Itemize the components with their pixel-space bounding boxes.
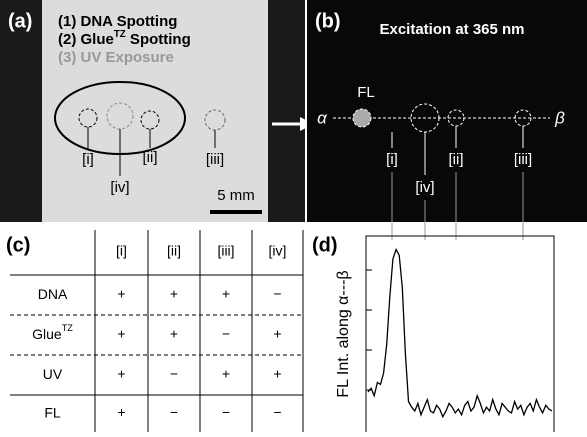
cell: −: [222, 404, 230, 420]
scale-label: 5 mm: [217, 187, 255, 204]
cell: +: [170, 326, 178, 342]
panel-label: (d): [312, 234, 338, 256]
spot-label: [ii]: [449, 151, 464, 168]
cell: +: [222, 366, 230, 382]
spot-label: [iv]: [415, 179, 434, 196]
alpha: α: [317, 108, 328, 127]
cell: −: [170, 366, 178, 382]
table: [i] [ii] [iii] [iv] DNA + + + − GlueTZ + + − + UV + − + + F…: [10, 230, 303, 432]
cell: +: [222, 286, 230, 302]
cell: −: [170, 404, 178, 420]
column-header: [i]: [116, 243, 127, 259]
cell: +: [117, 404, 125, 420]
panel-label: (b): [315, 10, 341, 32]
cell: +: [117, 286, 125, 302]
cell: +: [273, 326, 281, 342]
column-header: [ii]: [167, 243, 181, 259]
text-part: (2) Glue: [58, 31, 114, 48]
row-header: DNA: [38, 286, 68, 302]
text-part: (3) UV Exposure: [58, 49, 174, 66]
spot-label: [i]: [386, 151, 398, 168]
y-axis-label: FL Int. along α---β: [335, 270, 352, 397]
fl-label: FL: [357, 84, 375, 101]
panel-label: (c): [6, 234, 30, 256]
text-part: Spotting: [126, 31, 191, 48]
plot-frame: [366, 236, 554, 432]
cell: +: [117, 326, 125, 342]
frame-ticks: [366, 270, 372, 390]
column-header: [iv]: [269, 243, 287, 259]
text-part: DNA: [38, 286, 68, 302]
figure: (a) [i] [iv] [ii] [iii] 5 mm (b) Excitat…: [0, 0, 587, 432]
text-part: UV: [43, 366, 63, 382]
text-part: (1) DNA Spotting: [58, 13, 177, 30]
row-header: FL: [44, 404, 61, 420]
panel-label: (a): [8, 10, 32, 32]
row-header: UV: [43, 366, 63, 382]
cell: +: [170, 286, 178, 302]
superscript: TZ: [114, 29, 126, 40]
beta: β: [554, 108, 565, 127]
title-b: Excitation at 365 nm: [379, 21, 524, 38]
profile: [368, 250, 552, 417]
cell: −: [273, 286, 281, 302]
text-part: Glue: [32, 326, 62, 342]
column-header: [iii]: [217, 243, 234, 259]
step: (3) UV Exposure: [58, 49, 174, 66]
cell: −: [273, 404, 281, 420]
text-part: FL: [44, 404, 61, 420]
spot-label: [i]: [82, 151, 94, 168]
superscript: TZ: [62, 323, 74, 333]
step: (1) DNA Spotting: [58, 13, 177, 30]
spot-label: [iv]: [110, 179, 129, 196]
spot-label: [iii]: [514, 151, 532, 168]
row-header: GlueTZ: [32, 323, 73, 341]
spot-label: [iii]: [206, 151, 224, 168]
spot-label: [ii]: [143, 149, 158, 166]
cell: +: [117, 366, 125, 382]
cell: +: [273, 366, 281, 382]
cell: −: [222, 326, 230, 342]
